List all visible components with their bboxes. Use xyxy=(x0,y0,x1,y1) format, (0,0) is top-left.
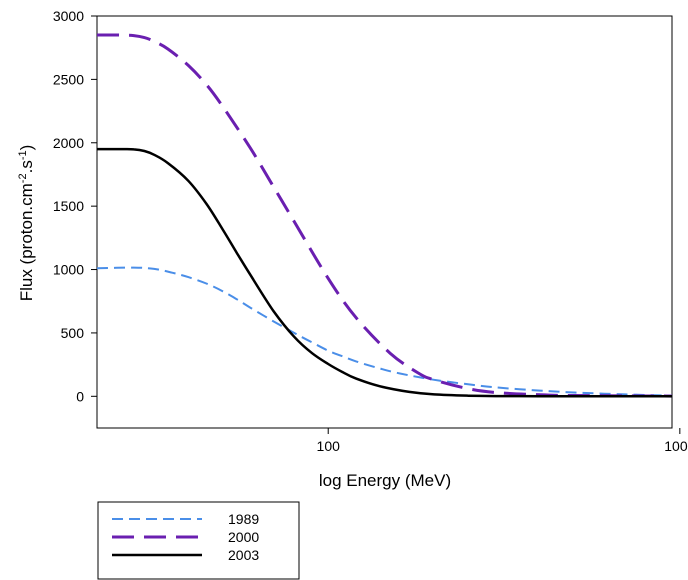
y-axis-title: Flux (proton.cm-2.s-1) xyxy=(17,145,36,302)
y-tick-label: 3000 xyxy=(53,8,84,24)
y-tick-label: 500 xyxy=(61,325,85,341)
series-line-2000 xyxy=(96,33,673,398)
y-axis-title-middle: .s xyxy=(17,160,36,173)
x-tick-label: 100 xyxy=(317,438,341,454)
y-tick-label: 0 xyxy=(76,388,84,404)
x-tick-label: 1000 xyxy=(664,438,688,454)
y-tick-label: 1000 xyxy=(53,262,84,278)
legend-box xyxy=(97,501,300,580)
y-axis-title-prefix: Flux (proton.cm xyxy=(17,183,36,301)
legend-label-2003: 2003 xyxy=(228,547,259,563)
x-axis-title: log Energy (MeV) xyxy=(319,471,451,490)
y-tick-label: 2000 xyxy=(53,135,84,151)
x-axis-ticks: 100 1000 xyxy=(317,428,688,454)
y-axis-title-sup1: -2 xyxy=(17,173,29,183)
y-axis-title-suffix: ) xyxy=(17,145,36,151)
legend-label-2000: 2000 xyxy=(228,529,259,545)
y-tick-label: 1500 xyxy=(53,198,84,214)
legend-item-2003: 2003 xyxy=(112,547,259,563)
legend-item-1989: 1989 xyxy=(112,511,259,527)
y-axis-ticks: 0 500 1000 1500 2000 2500 3000 xyxy=(53,8,97,404)
plot-frame xyxy=(96,15,673,429)
y-axis-title-sup2: -1 xyxy=(17,150,29,160)
legend-item-2000: 2000 xyxy=(112,529,259,545)
legend-label-1989: 1989 xyxy=(228,511,259,527)
y-tick-label: 2500 xyxy=(53,71,84,87)
series-line-2003 xyxy=(96,147,672,398)
series-line-1989 xyxy=(96,266,673,397)
legend: 1989 2000 2003 xyxy=(97,501,300,580)
plot-axes xyxy=(96,15,673,429)
series-lines xyxy=(96,33,673,398)
